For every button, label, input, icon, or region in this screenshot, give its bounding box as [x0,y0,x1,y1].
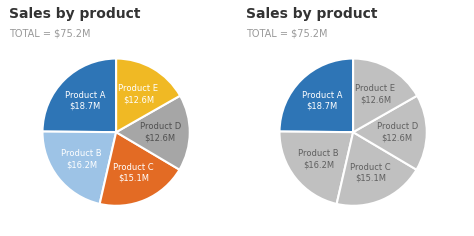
Text: Product C
$15.1M: Product C $15.1M [113,163,154,183]
Wedge shape [280,59,353,132]
Text: Sales by product: Sales by product [9,7,141,21]
Text: Product D
$12.6M: Product D $12.6M [377,122,418,143]
Text: Product E
$12.6M: Product E $12.6M [118,84,158,104]
Text: Product B
$16.2M: Product B $16.2M [298,149,339,170]
Wedge shape [43,59,116,132]
Wedge shape [353,96,427,170]
Text: TOTAL = $75.2M: TOTAL = $75.2M [246,28,328,38]
Text: Product C
$15.1M: Product C $15.1M [350,163,391,183]
Wedge shape [116,96,190,170]
Text: Sales by product: Sales by product [246,7,378,21]
Text: Product B
$16.2M: Product B $16.2M [61,149,102,170]
Wedge shape [337,132,417,206]
Wedge shape [353,59,417,132]
Wedge shape [280,131,353,204]
Text: Product A
$18.7M: Product A $18.7M [302,91,342,111]
Text: Product E
$12.6M: Product E $12.6M [356,84,395,104]
Text: Product D
$12.6M: Product D $12.6M [140,122,181,143]
Wedge shape [43,131,116,204]
Wedge shape [116,59,180,132]
Text: Product A
$18.7M: Product A $18.7M [65,91,105,111]
Wedge shape [100,132,180,206]
Text: TOTAL = $75.2M: TOTAL = $75.2M [9,28,91,38]
